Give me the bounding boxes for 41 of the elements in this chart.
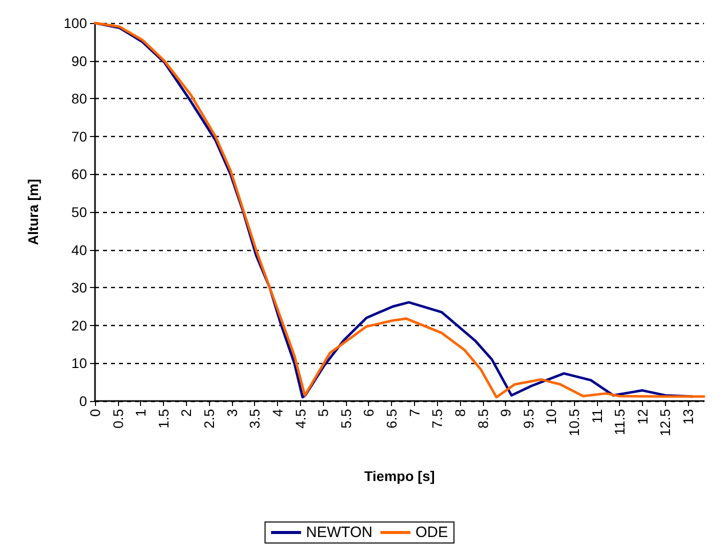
y-tick-label: 80: [71, 90, 88, 107]
x-tick-label: 5.5: [338, 408, 354, 428]
x-tick-label: 12.5: [657, 408, 674, 436]
x-tick-label: 13: [680, 408, 696, 425]
x-tick-label: 4: [269, 408, 286, 417]
x-tick-label: 4.5: [292, 408, 308, 428]
x-tick-label: 12: [634, 408, 650, 425]
y-tick-label: 90: [71, 52, 88, 69]
y-tick-label: 20: [71, 317, 88, 334]
x-tick-label: 11.5: [612, 408, 628, 436]
x-tick-label: 7: [406, 408, 422, 417]
x-tick-label: 9: [498, 408, 514, 417]
x-tick-label: 8: [452, 408, 468, 417]
x-tick-label: 1.5: [155, 408, 172, 428]
x-tick-label: 3.5: [246, 408, 263, 428]
x-tick-label: 9.5: [520, 408, 536, 428]
legend-label: ODE: [415, 524, 448, 541]
x-tick-label: 2: [178, 408, 194, 417]
x-tick-label: 2.5: [201, 408, 218, 428]
y-tick-label: 10: [71, 355, 88, 372]
x-tick-label: 3: [224, 408, 240, 417]
x-tick-label: 11: [588, 408, 605, 424]
x-tick-label: 1: [132, 408, 149, 417]
x-tick-label: 7.5: [429, 408, 446, 428]
x-axis-title: Tiempo [s]: [364, 468, 435, 484]
x-tick-label: 0.5: [110, 408, 126, 428]
x-tick-label: 8.5: [474, 408, 491, 428]
x-tick-label: 10: [543, 408, 560, 425]
y-tick-label: 50: [71, 204, 88, 220]
y-tick-label: 40: [71, 242, 88, 258]
x-tick-label: 10.5: [566, 408, 582, 436]
x-tick-label: 6.5: [384, 408, 400, 428]
y-tick-label: 60: [71, 166, 88, 182]
x-tick-label: 5: [315, 408, 332, 417]
y-tick-label: 100: [64, 15, 88, 31]
x-tick-label: 6: [360, 408, 377, 417]
x-tick-label: 0: [87, 408, 103, 417]
legend-label: NEWTON: [306, 524, 372, 541]
y-tick-label: 30: [71, 280, 88, 296]
y-axis-title: Altura [m]: [25, 178, 41, 246]
y-tick-label: 70: [71, 128, 88, 144]
